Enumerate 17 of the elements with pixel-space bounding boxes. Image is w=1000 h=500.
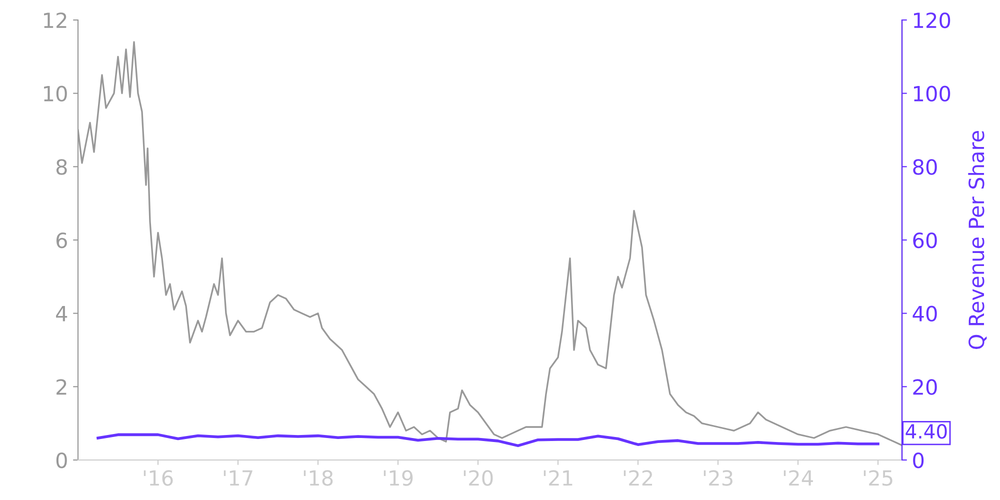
- y2-tick-label: 80: [913, 159, 937, 175]
- y-tick-label: 12: [44, 12, 66, 28]
- y2-tick-label: 100: [914, 86, 950, 102]
- y-tick-label: 8: [56, 159, 67, 175]
- data-label: 4.40: [906, 424, 947, 439]
- y-tick-label: 0: [56, 452, 67, 468]
- y2-axis-title: Q Revenue Per Share: [968, 130, 987, 349]
- y2-tick-label: 120: [914, 12, 950, 28]
- y-tick-label: 2: [56, 379, 66, 395]
- y-tick-label: 10: [44, 86, 67, 102]
- y2-tick-label: 60: [913, 232, 937, 248]
- y-tick-label: 6: [56, 232, 67, 248]
- y2-tick-label: 20: [913, 379, 937, 395]
- y-tick-label: 4: [56, 306, 68, 322]
- line-series: [96, 433, 880, 448]
- y2-tick-label: 0: [913, 452, 924, 468]
- y2-tick-label: 40: [912, 306, 937, 322]
